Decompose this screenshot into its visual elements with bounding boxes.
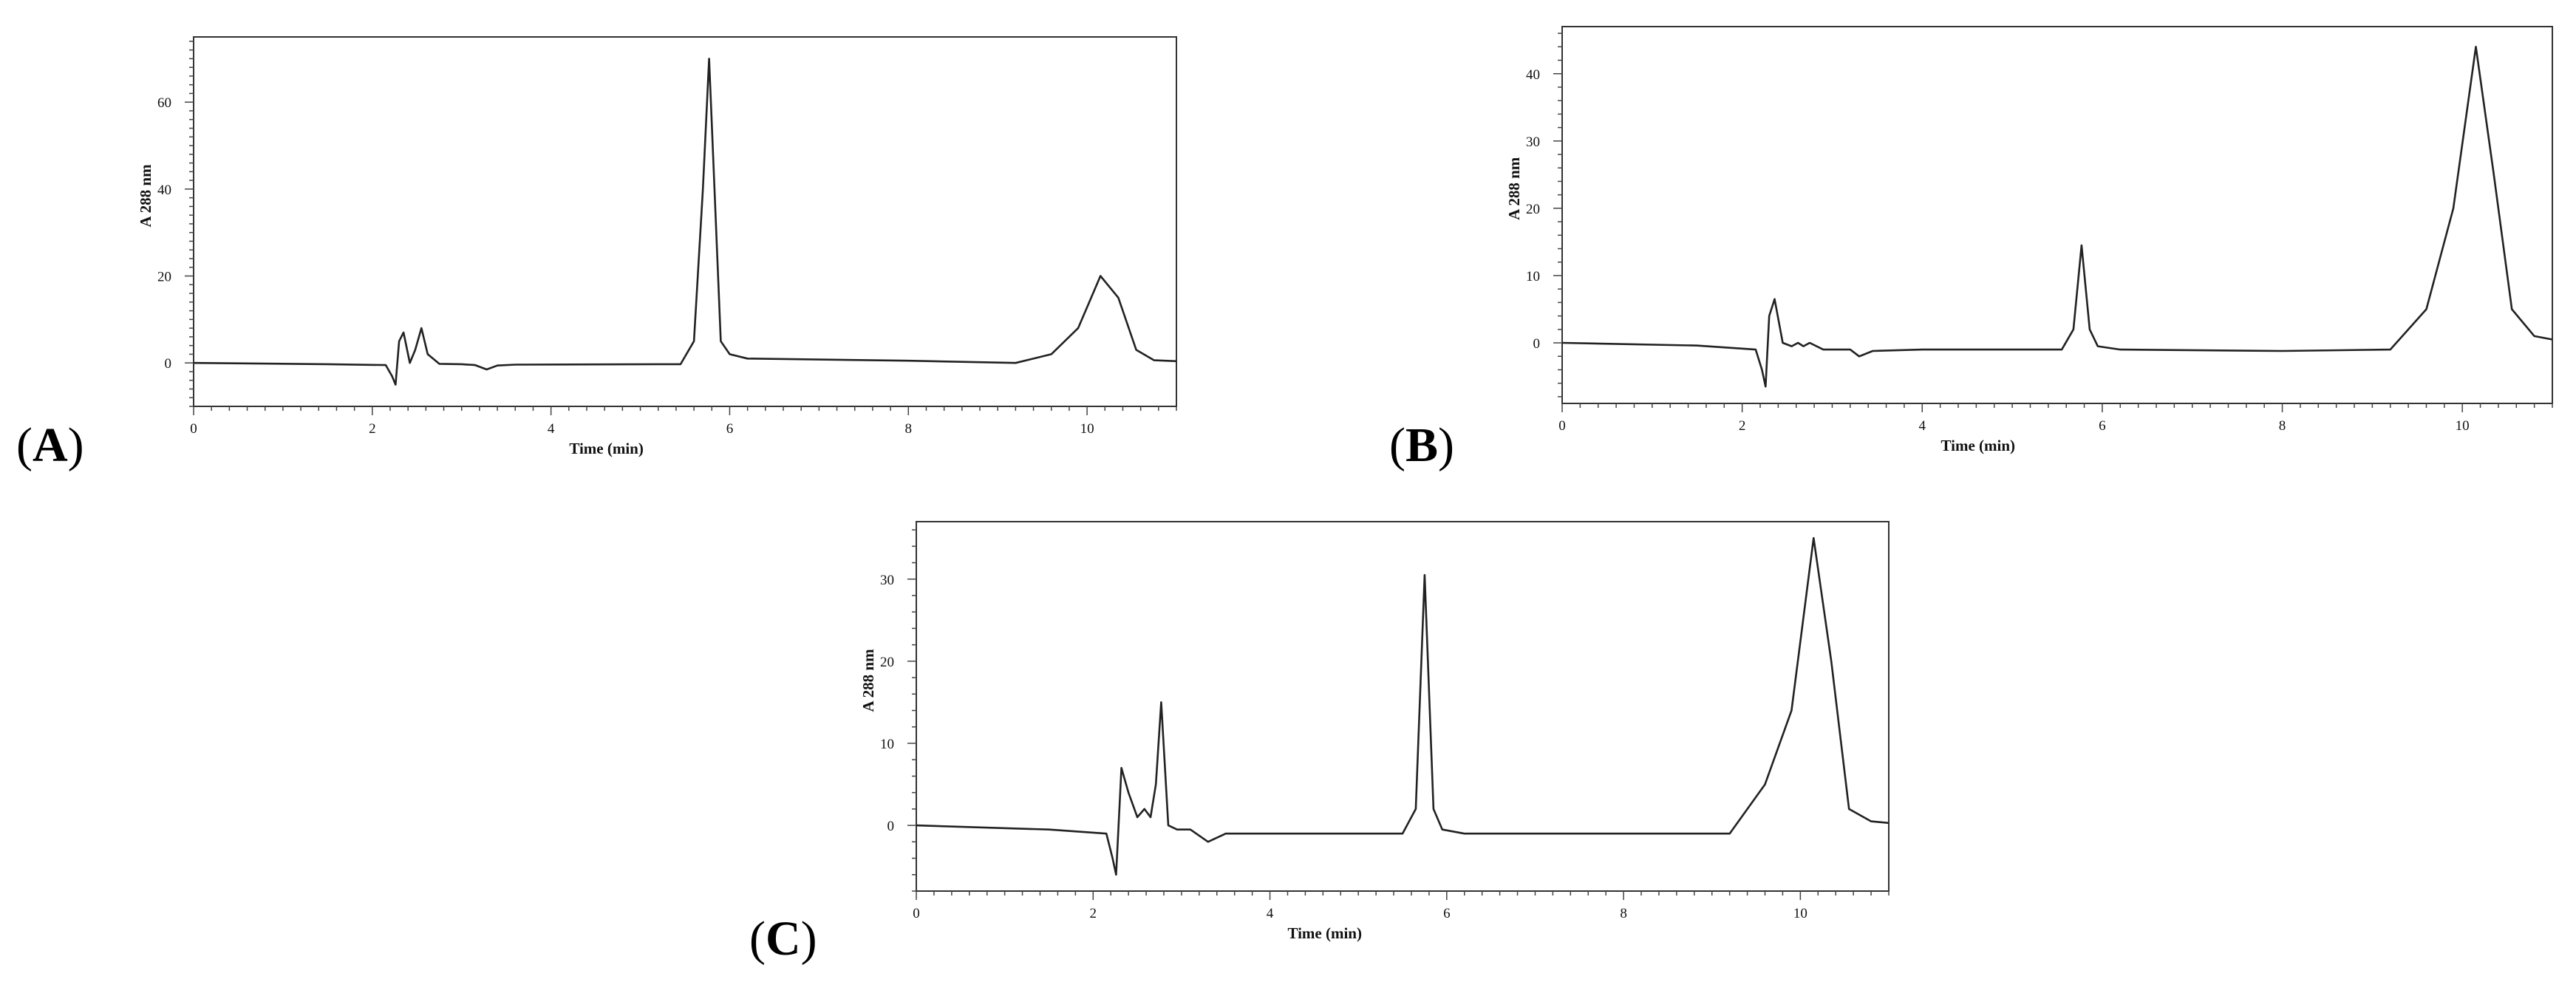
- chart-c-x-tick-label: 4: [1267, 906, 1274, 921]
- chart-b-y-axis-label: A 288 nm: [1505, 157, 1523, 220]
- chart-b-y-tick-label: 40: [1526, 67, 1540, 83]
- panel-label-a: (A): [16, 418, 84, 472]
- chart-b-y-tick-label: 0: [1533, 336, 1541, 352]
- chart-b-x-tick-label: 4: [1919, 418, 1926, 434]
- chart-a-y-tick-label: 60: [157, 95, 171, 111]
- chart-c-y-axis-label: A 288 nm: [859, 649, 877, 712]
- chart-a-plot-frame: [193, 36, 1177, 407]
- panel-label-b: (B): [1389, 418, 1454, 472]
- chart-c-x-tick-label: 2: [1090, 906, 1097, 921]
- chart-c-y-tick-label: 30: [880, 573, 894, 588]
- chart-panel-c: 0 2 4 6 8 10 0 10 20 30 Time (min) A 288 nm (C): [739, 502, 1921, 996]
- chart-c-y-tick-label: 10: [880, 737, 894, 752]
- chart-c-x-tick-label: 10: [1793, 906, 1807, 921]
- chart-panel-a: 0 2 4 6 8 10 0 20 40 60 Time (min) A 288 nm (A): [0, 0, 1227, 495]
- chart-c-x-tick-label: 8: [1620, 906, 1627, 921]
- chromatogram-chart-b: 0 2 4 6 8 10 0 10 20 30 40 Time (min) A 288 nm: [1505, 26, 2553, 454]
- chart-a-x-tick-label: 4: [548, 421, 555, 437]
- chart-b-y-tick-label: 30: [1526, 134, 1540, 150]
- chart-b-x-tick-label: 2: [1739, 418, 1746, 434]
- chromatogram-chart-c: 0 2 4 6 8 10 0 10 20 30 Time (min) A 288 nm: [859, 521, 1890, 942]
- chart-a-y-tick-label: 20: [157, 270, 171, 285]
- chart-a-trace-line: [193, 58, 1177, 386]
- chart-b-x-tick-label: 10: [2456, 418, 2470, 434]
- chart-a-x-tick-label: 10: [1080, 421, 1094, 437]
- chart-panel-b: 0 2 4 6 8 10 0 10 20 30 40 Time (min) A 288 nm (B): [1374, 0, 2576, 495]
- chart-a-x-tick-label: 6: [726, 421, 734, 437]
- chart-b-x-tick-label: 6: [2099, 418, 2106, 434]
- chart-c-plot-frame: [916, 521, 1890, 892]
- chromatogram-chart-a: 0 2 4 6 8 10 0 20 40 60 Time (min) A 288 nm: [137, 36, 1177, 457]
- chart-b-y-tick-label: 10: [1526, 269, 1540, 284]
- chart-a-x-tick-label: 8: [905, 421, 913, 437]
- chart-b-y-tick-label: 20: [1526, 202, 1540, 217]
- chart-c-trace-line: [916, 536, 1890, 876]
- chart-c-x-tick-label: 0: [913, 906, 920, 921]
- panel-label-c: (C): [749, 912, 817, 966]
- chart-b-x-tick-label: 8: [2279, 418, 2286, 434]
- chart-c-x-axis-label: Time (min): [1287, 924, 1362, 942]
- chart-b-trace-line: [1561, 46, 2553, 388]
- chart-a-y-tick-label: 40: [157, 183, 171, 198]
- chart-c-x-tick-label: 6: [1443, 906, 1451, 921]
- chart-a-x-tick-label: 2: [369, 421, 376, 437]
- chart-a-x-tick-label: 0: [190, 421, 197, 437]
- chart-b-x-tick-label: 0: [1558, 418, 1566, 434]
- chart-c-y-tick-label: 0: [887, 819, 895, 834]
- chart-a-y-tick-label: 0: [165, 356, 172, 372]
- chart-b-plot-frame: [1561, 26, 2553, 404]
- chart-a-y-axis-label: A 288 nm: [137, 164, 154, 228]
- chart-c-y-tick-label: 20: [880, 655, 894, 670]
- chart-a-x-axis-label: Time (min): [569, 440, 644, 457]
- chart-b-x-axis-label: Time (min): [1941, 437, 2016, 454]
